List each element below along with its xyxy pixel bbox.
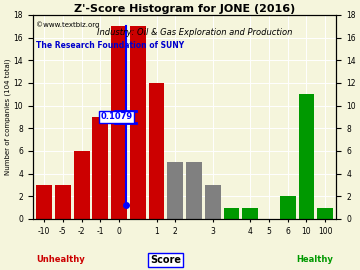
Text: Industry: Oil & Gas Exploration and Production: Industry: Oil & Gas Exploration and Prod… xyxy=(97,28,292,37)
Bar xyxy=(298,94,314,219)
Text: 0.1079: 0.1079 xyxy=(100,112,132,122)
Bar xyxy=(205,185,221,219)
Text: Unhealthy: Unhealthy xyxy=(37,255,85,264)
Bar xyxy=(73,151,90,219)
Bar xyxy=(224,208,239,219)
Bar xyxy=(186,162,202,219)
Bar xyxy=(36,185,52,219)
Bar xyxy=(242,208,258,219)
Title: Z'-Score Histogram for JONE (2016): Z'-Score Histogram for JONE (2016) xyxy=(74,4,295,14)
Bar xyxy=(130,26,146,219)
Text: Score: Score xyxy=(150,255,181,265)
Bar xyxy=(167,162,183,219)
Text: Healthy: Healthy xyxy=(296,255,333,264)
Text: ©www.textbiz.org: ©www.textbiz.org xyxy=(36,21,99,28)
Bar xyxy=(55,185,71,219)
Bar xyxy=(111,26,127,219)
Bar xyxy=(92,117,108,219)
Bar xyxy=(317,208,333,219)
Bar xyxy=(149,83,165,219)
Y-axis label: Number of companies (104 total): Number of companies (104 total) xyxy=(4,59,11,175)
Bar xyxy=(280,196,296,219)
Text: The Research Foundation of SUNY: The Research Foundation of SUNY xyxy=(36,42,184,50)
